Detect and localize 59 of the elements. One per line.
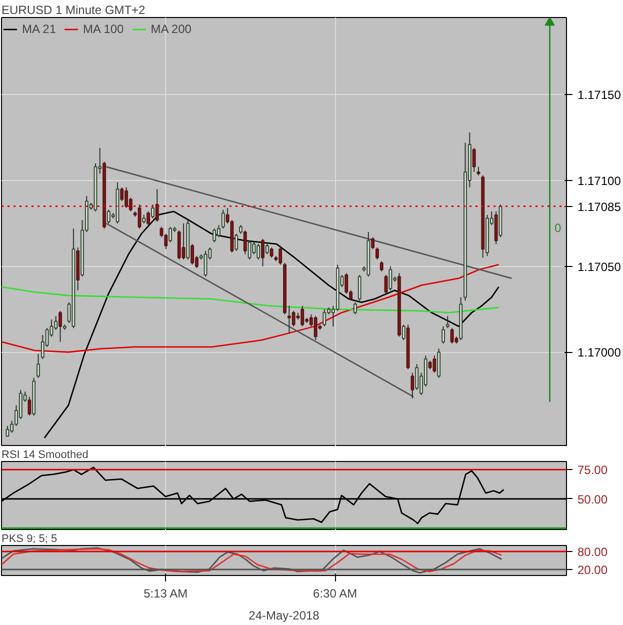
candlestick (384, 274, 388, 294)
candlestick (358, 274, 362, 302)
candlestick (278, 245, 282, 266)
candlestick (221, 209, 225, 230)
candlestick (248, 240, 252, 260)
candlestick (322, 308, 326, 327)
y-tick-label: 1.17100 (578, 174, 622, 188)
candlestick (138, 204, 142, 230)
candlestick (380, 260, 384, 272)
line-series (2, 286, 500, 314)
chart-title: EURUSD 1 Minute GMT+2 (2, 3, 146, 17)
chart-title: RSI 14 Smoothed (2, 449, 88, 461)
line-series (2, 264, 500, 353)
candlestick (146, 210, 150, 226)
candlestick (28, 396, 32, 416)
candlestick (212, 228, 216, 243)
candlestick (58, 310, 62, 342)
candlestick (252, 242, 256, 255)
candlestick (261, 238, 264, 267)
candlestick (265, 244, 269, 255)
y-tick-label: 75.00 (578, 463, 608, 478)
candlestick (415, 364, 419, 390)
candlestick (371, 236, 375, 250)
candlestick (388, 266, 392, 291)
annotation: 0 (554, 221, 562, 236)
candlestick (155, 188, 159, 222)
candlestick (432, 355, 436, 374)
candlestick (472, 147, 476, 172)
y-tick-label: 20.00 (578, 563, 608, 577)
candlestick (234, 233, 238, 252)
y-tick-label: 1.17050 (578, 260, 622, 274)
candlestick (402, 324, 406, 341)
candlestick (190, 244, 194, 266)
y-tick-label: 50.00 (578, 492, 608, 506)
candlestick (300, 305, 304, 327)
candlestick (168, 226, 172, 243)
x-tick-label: 5:13 AM (144, 586, 188, 600)
y-tick-label: 80.00 (578, 545, 608, 559)
candlestick (243, 230, 247, 255)
x-tick-label: 6:30 AM (313, 586, 358, 600)
candlestick (6, 425, 10, 437)
candlestick (442, 326, 445, 344)
y-tick-label: 1.17150 (578, 88, 622, 102)
candlestick (270, 246, 274, 258)
candlestick (376, 246, 379, 260)
candlestick (151, 204, 154, 219)
candlestick (450, 328, 454, 344)
legend-label: MA 21 (22, 22, 56, 36)
candlestick (446, 316, 450, 329)
candlestick (410, 372, 414, 399)
candlestick (292, 310, 296, 327)
legend-label: MA 200 (150, 22, 192, 36)
x-axis-title: 24-May-2018 (248, 608, 320, 622)
y-tick-label: 1.17000 (578, 346, 622, 360)
chart-title: PKS 9; 5; 5 (2, 533, 58, 545)
ref-line-label: 1.17085 (578, 200, 622, 214)
legend-label: MA 100 (83, 22, 124, 36)
candlestick (353, 302, 357, 315)
candlestick (314, 316, 318, 341)
